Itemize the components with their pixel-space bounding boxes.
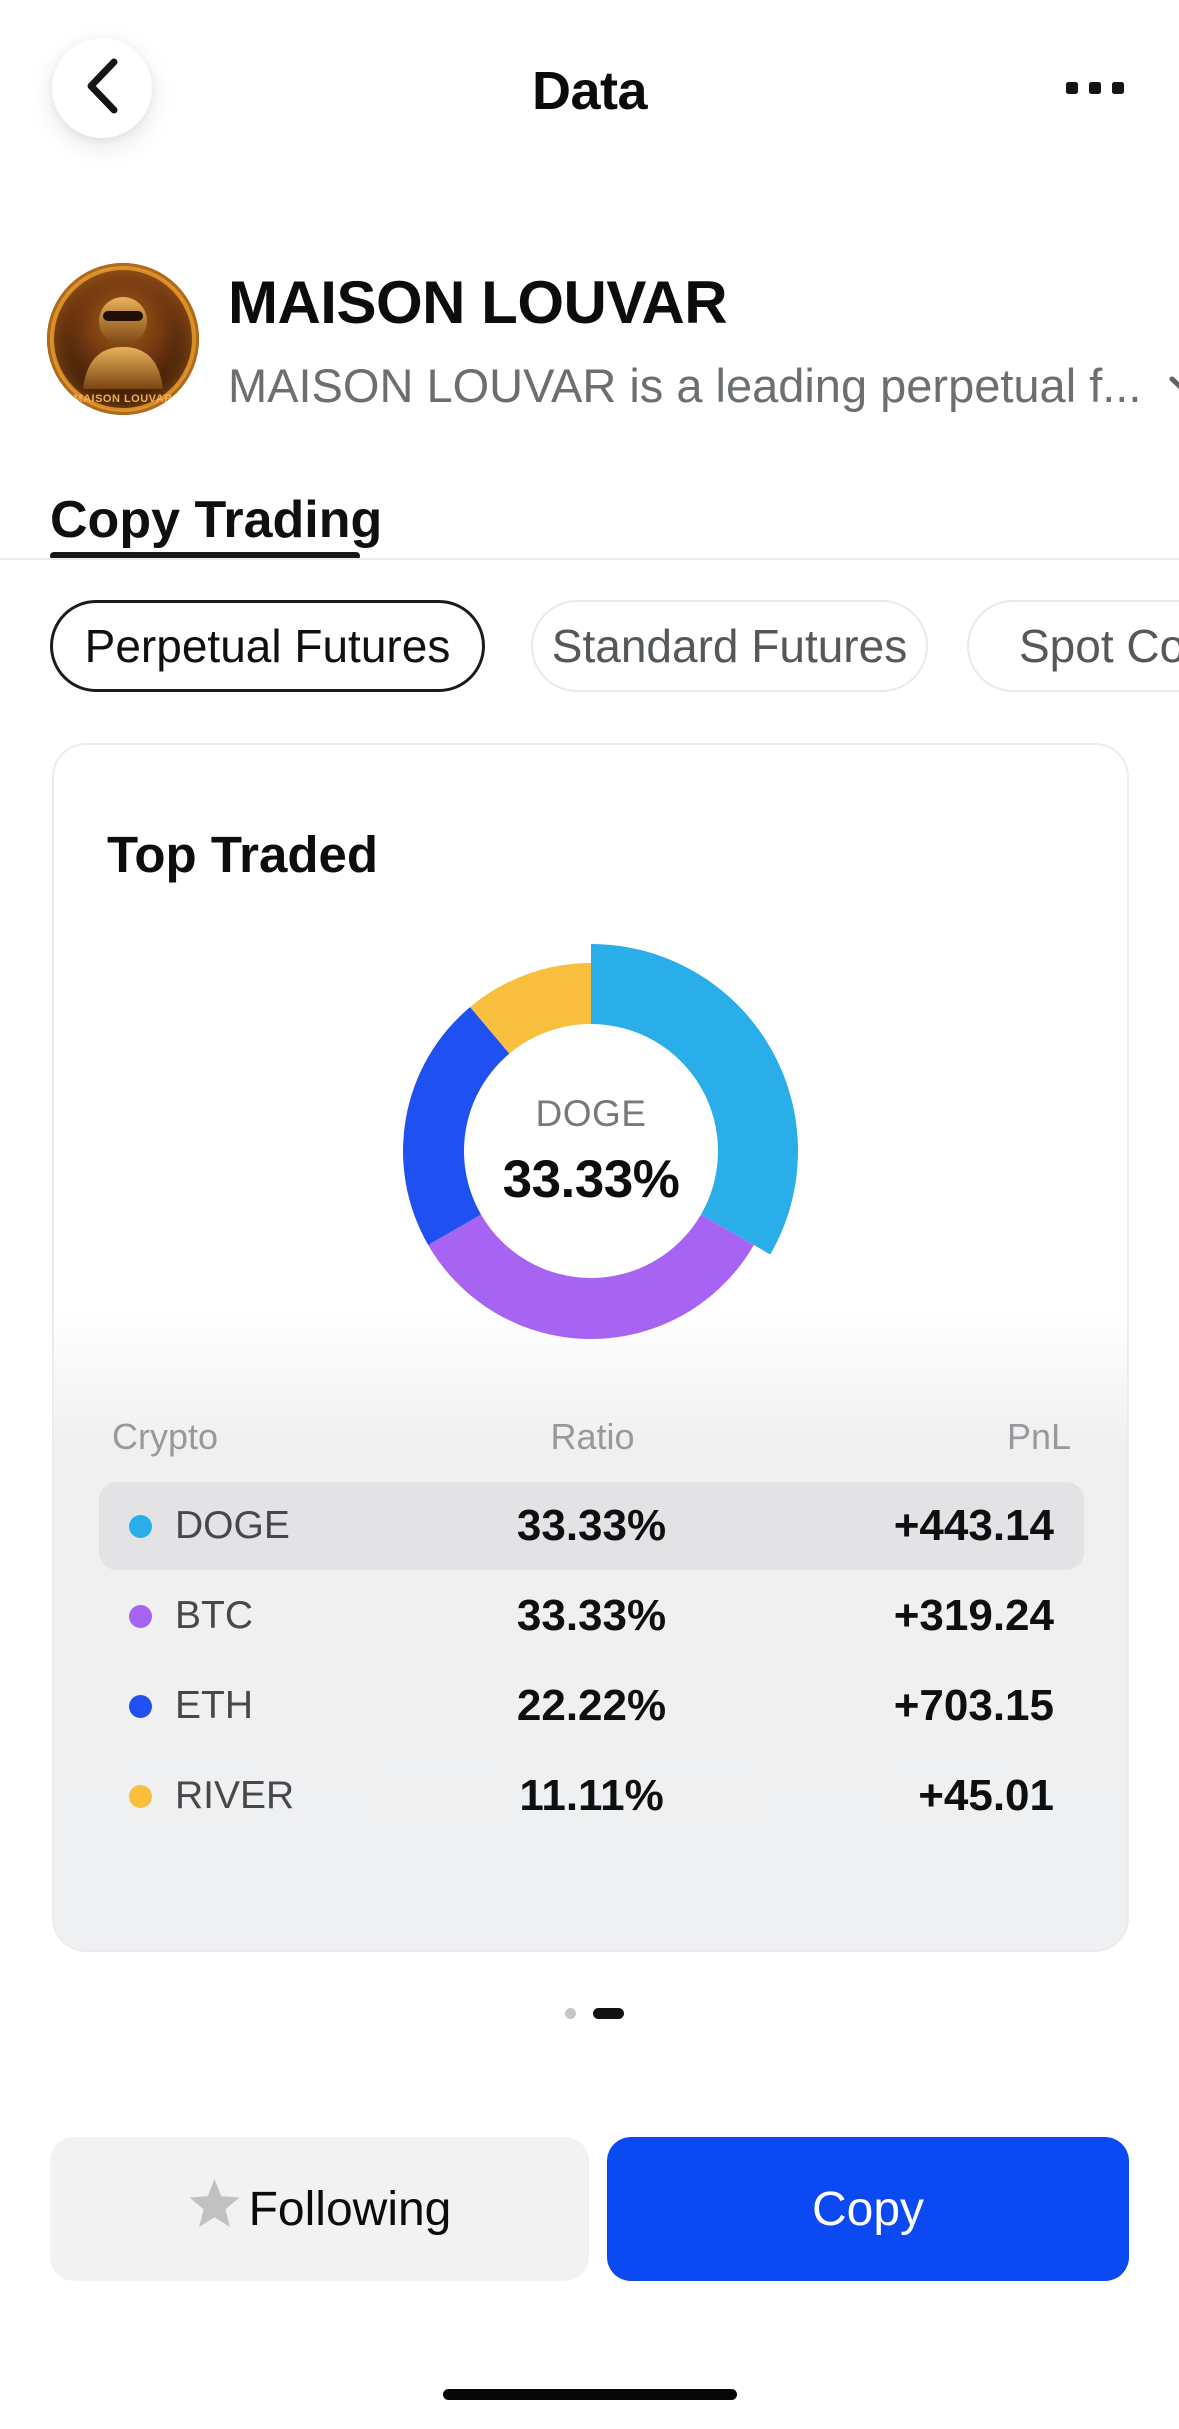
page-title: Data — [531, 61, 648, 121]
page-indicator — [0, 2008, 1179, 2019]
crypto-name: ETH — [175, 1684, 253, 1727]
crypto-name: DOGE — [175, 1504, 290, 1547]
avatar-bust-art — [50, 266, 196, 412]
home-indicator[interactable] — [443, 2389, 737, 2400]
crypto-ratio: 11.11% — [519, 1771, 664, 1820]
donut-segment-river[interactable] — [470, 963, 591, 1054]
trader-description: MAISON LOUVAR is a leading perpetual f..… — [228, 359, 1142, 412]
avatar: MAISON LOUVAR — [47, 263, 199, 415]
tab-active-underline — [50, 552, 360, 560]
avatar-caption: MAISON LOUVAR — [73, 393, 173, 405]
crypto-ratio: 22.22% — [516, 1681, 667, 1730]
donut-chart[interactable] — [371, 931, 811, 1371]
col-ratio: Ratio — [550, 1416, 635, 1457]
crypto-color-dot — [129, 1604, 152, 1628]
crypto-color-dot — [129, 1694, 152, 1718]
crypto-name: RIVER — [175, 1774, 295, 1817]
top-traded-card: Top Traded DOGE 33.33% Crypto Ratio PnL … — [52, 743, 1129, 1952]
star-icon — [188, 2178, 241, 2241]
copy-button[interactable]: Copy — [607, 2137, 1129, 2281]
crypto-ratio: 33.33% — [516, 1501, 667, 1550]
card-title: Top Traded — [107, 826, 379, 883]
filter-spot-copy[interactable]: Spot Cop — [967, 600, 1179, 692]
table-row[interactable]: RIVER 11.11% +45.01 — [99, 1752, 1084, 1840]
crypto-pnl: +319.24 — [893, 1591, 1054, 1640]
crypto-color-dot — [129, 1784, 152, 1808]
more-menu-icon[interactable] — [1066, 82, 1124, 94]
col-crypto: Crypto — [112, 1416, 219, 1457]
table-row[interactable]: ETH 22.22% +703.15 — [99, 1662, 1084, 1750]
page-dot-active[interactable] — [593, 2008, 624, 2019]
trader-name: MAISON LOUVAR — [228, 269, 728, 336]
donut-segment-btc[interactable] — [428, 1214, 754, 1340]
donut-segment-eth[interactable] — [403, 1006, 510, 1245]
following-button[interactable]: Following — [50, 2137, 589, 2281]
back-button[interactable] — [52, 38, 152, 138]
crypto-table: DOGE 33.33% +443.14 BTC 33.33% +319.24 E… — [99, 1482, 1084, 1842]
table-row[interactable]: BTC 33.33% +319.24 — [99, 1572, 1084, 1660]
crypto-ratio: 33.33% — [516, 1591, 667, 1640]
divider — [0, 558, 1179, 560]
table-header: Crypto Ratio PnL — [54, 1416, 1127, 1462]
donut-segment-doge[interactable] — [591, 944, 798, 1255]
crypto-name: BTC — [175, 1594, 253, 1637]
filter-perpetual-futures[interactable]: Perpetual Futures — [50, 600, 485, 692]
col-pnl: PnL — [1006, 1416, 1071, 1457]
chevron-left-icon — [85, 58, 119, 119]
page-dot-inactive[interactable] — [565, 2008, 576, 2019]
table-row[interactable]: DOGE 33.33% +443.14 — [99, 1482, 1084, 1570]
chevron-down-icon[interactable] — [1167, 358, 1179, 413]
crypto-color-dot — [129, 1514, 152, 1538]
crypto-pnl: +703.15 — [893, 1681, 1054, 1730]
filter-standard-futures[interactable]: Standard Futures — [531, 600, 928, 692]
crypto-pnl: +443.14 — [893, 1501, 1054, 1550]
crypto-pnl: +45.01 — [918, 1771, 1054, 1820]
tab-copy-trading[interactable]: Copy Trading — [50, 491, 383, 549]
